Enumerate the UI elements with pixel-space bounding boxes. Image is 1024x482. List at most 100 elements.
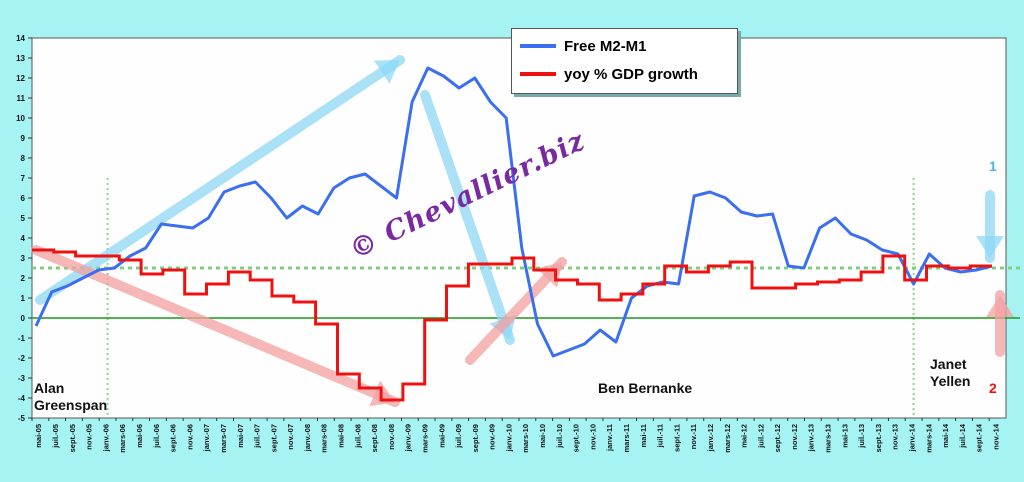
x-tick-label: juil.-13: [857, 424, 866, 449]
x-tick-label: sept.-08: [370, 424, 379, 452]
marker-2-label: 2: [989, 380, 997, 396]
x-tick-label: juil.-05: [51, 424, 60, 449]
x-tick-label: janv.-06: [101, 424, 110, 452]
legend-item-gdp: yoy % GDP growth: [520, 63, 698, 85]
x-tick-label: juil.-11: [656, 424, 665, 448]
x-tick-label: juil.-08: [353, 424, 362, 449]
x-tick-label: nov.-14: [991, 423, 1000, 450]
legend-swatch-m2m1: [520, 44, 556, 48]
x-tick-label: sept.-14: [975, 423, 984, 452]
legend-item-m2m1: Free M2-M1: [520, 35, 647, 57]
x-tick-label: sept.-10: [572, 424, 581, 452]
y-tick-label: 12: [16, 74, 25, 83]
x-tick-label: mai-07: [236, 424, 245, 448]
y-tick-label: -1: [18, 334, 26, 343]
x-tick-label: sept.-13: [874, 424, 883, 452]
x-tick-label: nov.-13: [891, 424, 900, 450]
y-tick-label: 14: [16, 34, 25, 43]
trend-arrow-fall-shaft: [420, 90, 515, 345]
x-tick-label: nov.-11: [689, 424, 698, 449]
y-tick-label: 5: [21, 214, 26, 223]
x-tick-label: janv.-10: [504, 424, 513, 452]
x-tick-label: mars-07: [219, 424, 228, 453]
x-tick-label: juil.-12: [756, 424, 765, 449]
x-tick-label: mai-11: [639, 424, 648, 447]
y-tick-label: 0: [21, 314, 26, 323]
y-tick-label: 6: [21, 194, 26, 203]
y-tick-label: 11: [17, 94, 26, 103]
x-tick-label: janv.-11: [605, 424, 614, 452]
x-tick-label: mars-08: [320, 424, 329, 453]
y-tick-label: 10: [16, 114, 25, 123]
y-tick-label: 3: [21, 254, 26, 263]
x-tick-label: nov.-09: [488, 424, 497, 450]
x-tick-label: mars-06: [118, 424, 127, 453]
x-tick-label: mars-13: [824, 424, 833, 453]
x-tick-label: mai-14: [941, 423, 950, 448]
trend-arrow-gdp-rise-shaft: [465, 257, 567, 365]
annotation-bernanke: Ben Bernanke: [598, 380, 693, 396]
x-tick-label: mai-13: [840, 424, 849, 448]
x-tick-label: nov.-07: [286, 424, 295, 450]
x-tick-label: nov.-05: [85, 424, 94, 450]
x-tick-label: mai-08: [337, 424, 346, 448]
x-tick-label: nov.-12: [790, 424, 799, 450]
y-tick-label: -5: [18, 414, 26, 423]
x-tick-label: sept.-09: [471, 424, 480, 452]
x-tick-label: janv.-12: [706, 424, 715, 452]
x-tick-label: juil.-06: [152, 424, 161, 449]
x-tick-label: mars-11: [622, 424, 631, 452]
x-tick-label: juil.-10: [555, 424, 564, 449]
x-tick-label: mars-14: [924, 423, 933, 453]
y-tick-label: -2: [18, 354, 26, 363]
x-tick-label: janv.-09: [404, 424, 413, 452]
annotation-greenspan: Alan Greenspan: [34, 380, 108, 413]
x-tick-label: janv.-08: [303, 424, 312, 452]
marker-arrow-2-head: [986, 295, 1014, 317]
legend-swatch-gdp: [520, 72, 556, 76]
series-line-gdp: [32, 248, 992, 402]
y-tick-label: -3: [18, 374, 26, 383]
y-tick-label: 8: [21, 154, 26, 163]
annotation-yellen: Janet Yellen: [930, 356, 971, 389]
x-tick-label: mars-12: [723, 424, 732, 453]
x-tick-label: nov.-10: [588, 424, 597, 450]
legend-label-m2m1: Free M2-M1: [564, 37, 647, 55]
x-tick-label: janv.-14: [907, 423, 916, 452]
x-tick-label: nov.-06: [185, 424, 194, 450]
marker-1-label: 1: [989, 158, 997, 174]
x-tick-label: janv.-07: [202, 424, 211, 452]
y-tick-label: 9: [21, 134, 26, 143]
x-tick-label: janv.-13: [807, 424, 816, 452]
series-line-m2m1: [34, 66, 993, 358]
x-tick-label: mai-10: [538, 424, 547, 448]
y-tick-label: -4: [18, 394, 26, 403]
x-tick-label: juil.-07: [253, 424, 262, 449]
marker-arrow-1-head: [976, 236, 1004, 258]
x-tick-label: mai-05: [34, 424, 43, 448]
trend-arrow-gdp-fall-shaft: [31, 245, 400, 407]
x-tick-label: juil.-09: [454, 424, 463, 449]
trend-arrow-rise-shaft: [35, 55, 405, 305]
trend-arrow-rise-head: [373, 60, 400, 84]
x-tick-label: sept.-11: [672, 424, 681, 452]
x-tick-label: mai-09: [437, 424, 446, 448]
x-tick-label: mai-12: [740, 424, 749, 448]
x-tick-label: nov.-08: [387, 424, 396, 450]
y-tick-label: 4: [21, 234, 26, 243]
legend: Free M2-M1 yoy % GDP growth: [511, 28, 738, 94]
x-tick-label: mai-06: [135, 424, 144, 448]
x-tick-label: sept.-12: [773, 424, 782, 452]
x-tick-label: mars-09: [420, 424, 429, 453]
x-tick-label: sept.-07: [269, 424, 278, 452]
y-tick-label: 1: [21, 294, 26, 303]
x-tick-label: juil.-14: [958, 423, 967, 449]
legend-label-gdp: yoy % GDP growth: [564, 65, 698, 83]
x-tick-label: sept.-06: [169, 424, 178, 452]
x-tick-label: sept.-05: [68, 424, 77, 452]
y-tick-label: 7: [21, 174, 26, 183]
y-tick-label: 13: [16, 54, 25, 63]
x-tick-label: mars-10: [521, 424, 530, 453]
y-tick-label: 2: [21, 274, 26, 283]
